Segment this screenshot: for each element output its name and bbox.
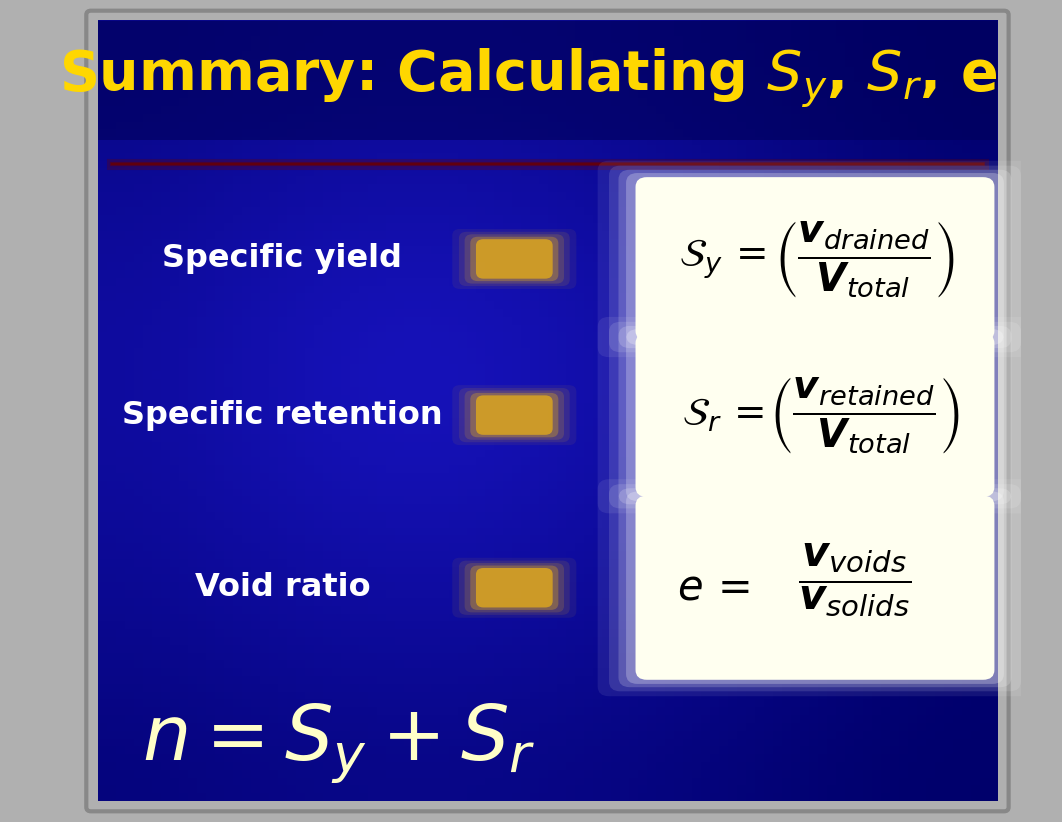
Text: $\left(\dfrac{\boldsymbol{v}_{drained}}{\boldsymbol{V}_{total}}\right)$: $\left(\dfrac{\boldsymbol{v}_{drained}}{… <box>774 219 955 299</box>
Text: Void ratio: Void ratio <box>194 572 371 603</box>
FancyBboxPatch shape <box>452 385 577 446</box>
Text: Summary: Calculating $S_y$, $S_r$, e: Summary: Calculating $S_y$, $S_r$, e <box>59 46 997 110</box>
Text: $e\, =$: $e\, =$ <box>676 566 750 609</box>
FancyBboxPatch shape <box>476 239 552 279</box>
FancyBboxPatch shape <box>470 237 559 281</box>
FancyBboxPatch shape <box>627 330 1004 501</box>
FancyBboxPatch shape <box>618 170 1011 349</box>
FancyBboxPatch shape <box>609 322 1021 508</box>
Text: $n = S_y + S_r$: $n = S_y + S_r$ <box>142 702 536 786</box>
FancyBboxPatch shape <box>459 561 569 615</box>
FancyBboxPatch shape <box>598 161 1032 357</box>
Text: $\mathcal{S}_{y}\, =$: $\mathcal{S}_{y}\, =$ <box>680 237 766 281</box>
FancyBboxPatch shape <box>635 178 994 340</box>
FancyBboxPatch shape <box>627 492 1004 684</box>
Text: Specific yield: Specific yield <box>162 243 402 275</box>
FancyBboxPatch shape <box>598 479 1032 696</box>
FancyBboxPatch shape <box>470 566 559 610</box>
FancyBboxPatch shape <box>476 395 552 435</box>
Text: $\mathcal{S}_{r}\, =$: $\mathcal{S}_{r}\, =$ <box>682 396 764 434</box>
FancyBboxPatch shape <box>452 557 577 618</box>
FancyBboxPatch shape <box>98 21 997 140</box>
FancyBboxPatch shape <box>452 229 577 289</box>
FancyBboxPatch shape <box>470 393 559 437</box>
Text: Specific retention: Specific retention <box>122 399 443 431</box>
FancyBboxPatch shape <box>609 166 1021 352</box>
FancyBboxPatch shape <box>618 488 1011 687</box>
Text: $\dfrac{\boldsymbol{v}_{voids}}{\boldsymbol{v}_{solids}}$: $\dfrac{\boldsymbol{v}_{voids}}{\boldsym… <box>799 541 912 618</box>
FancyBboxPatch shape <box>618 326 1011 505</box>
FancyBboxPatch shape <box>635 334 994 496</box>
FancyBboxPatch shape <box>464 234 564 284</box>
FancyBboxPatch shape <box>627 173 1004 345</box>
FancyBboxPatch shape <box>464 390 564 440</box>
Text: $\left(\dfrac{\boldsymbol{v}_{retained}}{\boldsymbol{V}_{total}}\right)$: $\left(\dfrac{\boldsymbol{v}_{retained}}… <box>769 375 960 455</box>
FancyBboxPatch shape <box>464 563 564 612</box>
FancyBboxPatch shape <box>598 317 1032 513</box>
FancyBboxPatch shape <box>609 484 1021 691</box>
FancyBboxPatch shape <box>635 496 994 680</box>
FancyBboxPatch shape <box>476 568 552 607</box>
FancyBboxPatch shape <box>459 388 569 442</box>
FancyBboxPatch shape <box>459 232 569 286</box>
